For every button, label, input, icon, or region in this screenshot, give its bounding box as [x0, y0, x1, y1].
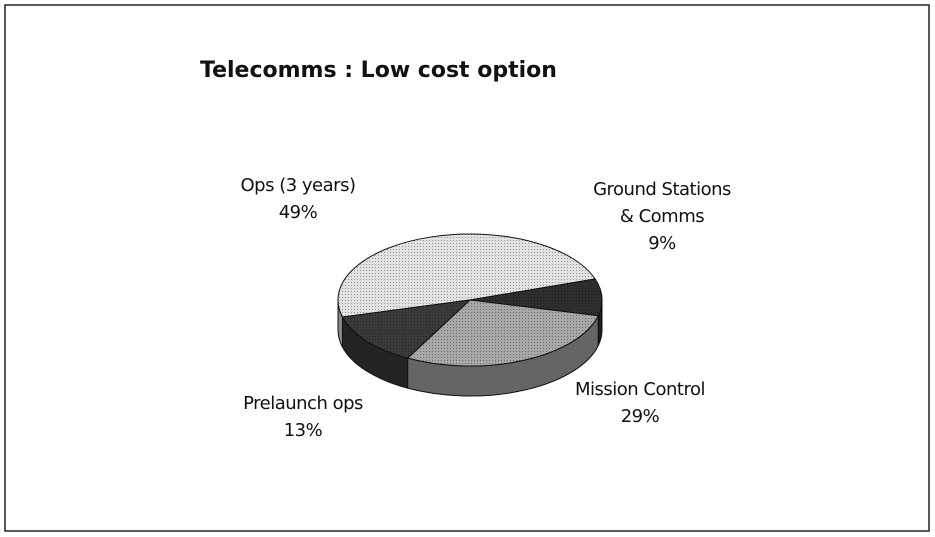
pie-texture — [470, 278, 602, 316]
value-label: 49% — [278, 202, 318, 223]
frame — [4, 4, 930, 532]
value-label: 13% — [283, 420, 323, 441]
pie-texture — [407, 300, 599, 366]
slice-label: Ground Stations & Comms 9% — [592, 176, 732, 257]
pie-texture — [342, 300, 470, 359]
category-label: Prelaunch ops — [243, 393, 363, 414]
pie-texture — [338, 234, 596, 318]
category-label: Ground Stations & Comms — [593, 179, 731, 227]
value-label: 29% — [620, 406, 660, 427]
slice-label: Mission Control 29% — [560, 376, 720, 430]
slice-label: Prelaunch ops 13% — [228, 390, 378, 444]
value-label: 9% — [648, 233, 676, 254]
chart-title: Telecomms : Low cost option — [200, 58, 557, 83]
slice-label: Ops (3 years) 49% — [228, 172, 368, 226]
category-label: Ops (3 years) — [240, 175, 356, 196]
category-label: Mission Control — [575, 379, 706, 400]
